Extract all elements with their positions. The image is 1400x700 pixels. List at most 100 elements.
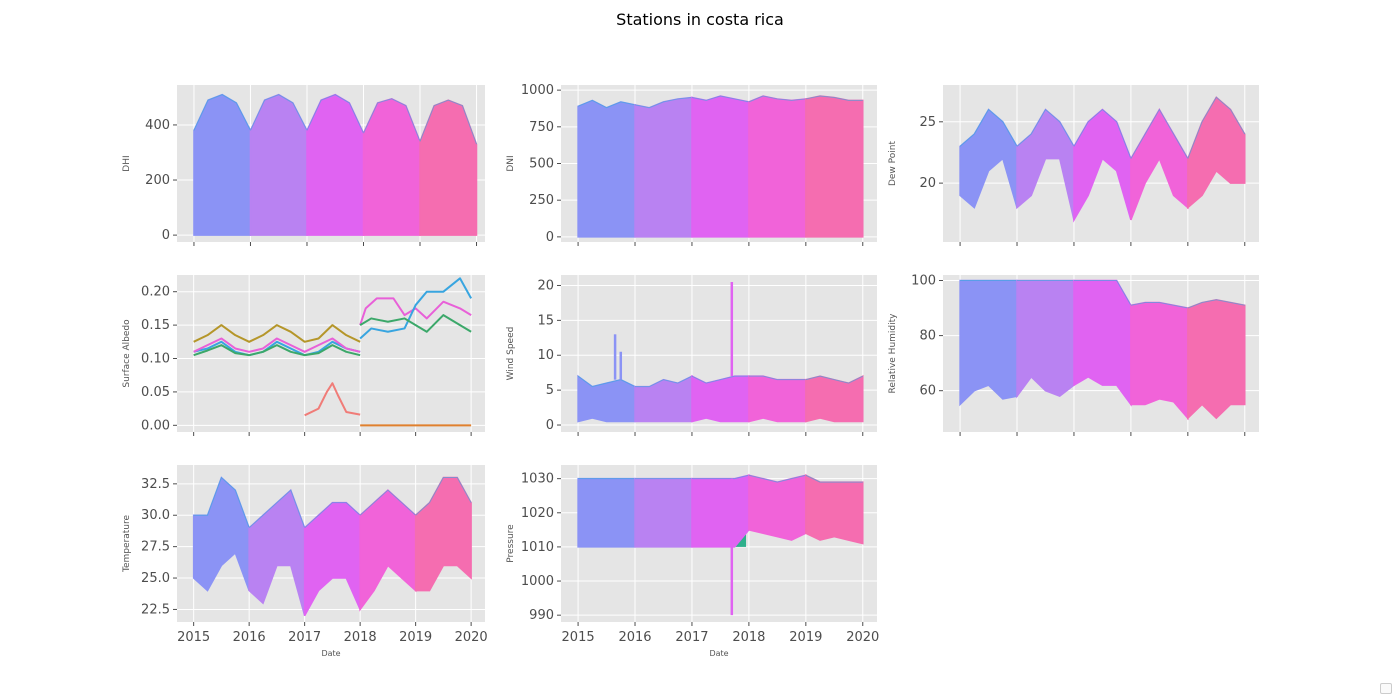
- y-tick-label: 1000: [521, 83, 554, 98]
- plot-area: [193, 93, 478, 236]
- x-tick-label: 2017: [675, 630, 708, 645]
- plot-area: [959, 96, 1246, 223]
- y-tick-label: 0.20: [141, 285, 170, 300]
- data-series-line: [359, 277, 473, 340]
- data-upper-edge: [805, 474, 863, 483]
- x-tick-label: 2020: [455, 630, 488, 645]
- y-axis-label: Surface Albedo: [122, 319, 132, 388]
- y-tick-label: 750: [529, 120, 554, 135]
- data-upper-edge: [805, 375, 863, 384]
- data-upper-edge: [748, 95, 806, 103]
- x-axis-label: Date: [709, 649, 728, 658]
- y-axis-label: Relative Humidity: [888, 313, 898, 394]
- y-tick-label: 100: [911, 274, 936, 289]
- y-tick-label: 15: [537, 313, 554, 328]
- y-tick-label: 250: [529, 193, 554, 208]
- y-tick-label: 0.00: [141, 418, 170, 433]
- data-upper-edge: [306, 94, 364, 134]
- data-area-year-2019: [1187, 299, 1246, 420]
- data-upper-edge: [577, 99, 636, 109]
- plot-background: [177, 275, 485, 432]
- plot-area: [959, 279, 1246, 421]
- data-series-line: [193, 340, 361, 357]
- data-upper-edge: [1187, 96, 1246, 159]
- data-upper-edge: [691, 95, 749, 103]
- y-tick-label: 200: [145, 173, 170, 188]
- y-tick-label: 25.0: [141, 571, 170, 586]
- y-tick-label: 10: [537, 348, 554, 363]
- y-tick-label: 60: [919, 384, 936, 399]
- data-series-line: [359, 297, 472, 326]
- x-tick-label: 2019: [789, 630, 822, 645]
- y-tick-label: 20: [919, 176, 936, 191]
- x-tick-label: 2016: [233, 630, 266, 645]
- data-upper-edge: [748, 375, 806, 381]
- data-upper-edge: [1016, 108, 1075, 147]
- y-tick-label: 30.0: [141, 508, 170, 523]
- data-area-year-2015: [577, 477, 636, 548]
- data-area-year-2016: [249, 93, 308, 236]
- data-area-year-2016: [1016, 279, 1075, 399]
- y-tick-label: 500: [529, 157, 554, 172]
- data-series-line: [193, 344, 361, 357]
- y-tick-label: 0.15: [141, 318, 170, 333]
- y-tick-label: 5: [546, 383, 554, 398]
- y-axis-label: DHI: [122, 155, 132, 171]
- data-upper-edge: [634, 96, 693, 109]
- data-area-year-2019: [805, 474, 864, 545]
- data-upper-edge: [691, 474, 750, 480]
- x-tick-label: 2018: [732, 630, 765, 645]
- data-upper-edge: [691, 375, 749, 384]
- subplot-dew-point: 20 25 Dew Point: [888, 85, 1259, 246]
- y-tick-label: 1010: [521, 540, 554, 555]
- y-tick-label: 20: [537, 278, 554, 293]
- data-upper-edge: [250, 94, 308, 131]
- data-upper-edge: [635, 375, 693, 388]
- data-upper-edge: [1073, 108, 1132, 159]
- y-tick-label: 1000: [521, 574, 554, 589]
- data-area-year-2018: [748, 95, 807, 238]
- y-tick-label: 0: [162, 228, 170, 243]
- subplot-relative-humidity: 60 80 100 Relative Humidity: [888, 274, 1259, 436]
- plot-area: [577, 474, 864, 616]
- data-area-year-2016: [634, 477, 693, 548]
- x-tick-label: 2020: [846, 630, 879, 645]
- y-tick-label: 25: [919, 115, 936, 130]
- x-tick-label: 2015: [177, 630, 210, 645]
- data-series-line: [359, 314, 472, 333]
- subplot-temperature: 22.5 25.0 27.5 30.0 32.5 2015 2016 2017 2018 2019…: [122, 465, 488, 658]
- y-tick-label: 32.5: [141, 477, 170, 492]
- y-tick-label: 990: [529, 608, 554, 623]
- data-upper-edge: [359, 489, 416, 516]
- data-upper-edge: [577, 375, 636, 388]
- data-upper-edge: [1130, 108, 1189, 159]
- data-upper-edge: [748, 474, 806, 483]
- data-series-line: [304, 382, 361, 417]
- y-tick-label: 27.5: [141, 540, 170, 555]
- x-tick-label: 2019: [399, 630, 432, 645]
- data-upper-edge: [1187, 299, 1245, 309]
- plot-area: [193, 277, 473, 427]
- data-upper-edge: [1130, 302, 1188, 309]
- data-area-year-2017: [691, 374, 750, 423]
- y-axis-label: DNI: [506, 155, 516, 171]
- y-tick-label: 80: [919, 329, 936, 344]
- data-area-year-2018: [748, 375, 807, 423]
- plot-area: [192, 476, 472, 617]
- data-upper-edge: [415, 477, 472, 516]
- data-upper-edge: [193, 476, 250, 528]
- data-upper-edge: [805, 95, 863, 101]
- subplot-dni: 0 250 500 750 1000 DNI: [506, 83, 877, 246]
- subplot-dhi: 0 200 400 DHI: [122, 85, 485, 246]
- y-tick-label: 1030: [521, 472, 554, 487]
- subplot-surface-albedo: 0.00 0.05 0.10 0.15 0.20 Surface Albedo: [122, 275, 485, 436]
- x-tick-label: 2018: [344, 630, 377, 645]
- y-axis-label: Temperature: [122, 515, 132, 573]
- data-upper-edge: [304, 502, 361, 529]
- data-area-year-2015: [577, 99, 636, 238]
- y-tick-label: 0.10: [141, 352, 170, 367]
- data-upper-edge: [419, 99, 477, 145]
- resize-handle-icon[interactable]: [1380, 683, 1392, 694]
- y-axis-label: Wind Speed: [506, 327, 516, 381]
